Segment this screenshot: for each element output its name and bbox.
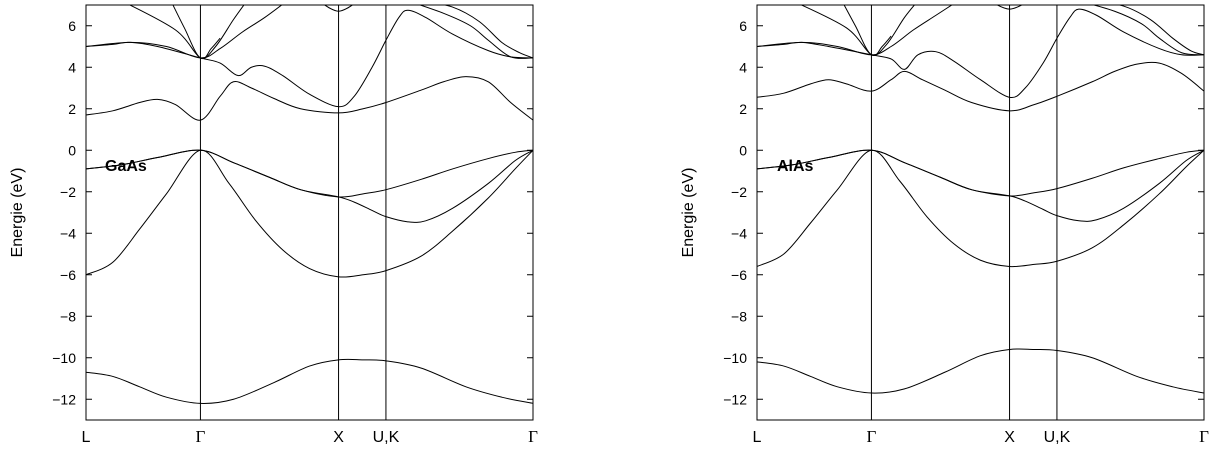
gaas-kpoint-label: L bbox=[82, 429, 91, 446]
alas-ytick-label: 6 bbox=[739, 18, 747, 34]
alas-ytick-label: −10 bbox=[723, 350, 747, 366]
gaas-kpoint-label: Γ bbox=[196, 427, 206, 446]
alas-band-line bbox=[800, 5, 892, 56]
gaas-band-line bbox=[86, 358, 533, 404]
alas-kpoint-label: U,K bbox=[1044, 429, 1071, 446]
alas-band-line bbox=[757, 61, 1204, 112]
alas-ytick-label: 2 bbox=[739, 101, 747, 117]
alas-bands bbox=[757, 5, 1204, 394]
gaas-bands bbox=[86, 5, 533, 404]
gaas-ytick-label: 6 bbox=[68, 18, 76, 34]
alas-ytick-label: −8 bbox=[731, 308, 747, 324]
alas-ytick-label: −2 bbox=[731, 184, 747, 200]
alas-kpoint-label: X bbox=[1004, 429, 1015, 446]
alas-ytick-label: 4 bbox=[739, 59, 747, 75]
alas-ytick-label: −4 bbox=[731, 225, 747, 241]
alas-band-line bbox=[757, 149, 1204, 197]
alas-band-line bbox=[757, 348, 1204, 394]
gaas-band-line bbox=[128, 5, 221, 60]
gaas-ytick-label: −10 bbox=[52, 350, 76, 366]
gaas-ytick-label: −8 bbox=[60, 308, 76, 324]
gaas-kpoint-label: U,K bbox=[373, 429, 400, 446]
gaas-ytick-label: 4 bbox=[68, 59, 76, 75]
alas-band-line bbox=[1117, 5, 1204, 56]
gaas-ytick-label: −6 bbox=[60, 267, 76, 283]
alas-band-line bbox=[1092, 5, 1204, 56]
gaas-band-line bbox=[86, 5, 283, 59]
gaas-kpoint-label: X bbox=[333, 429, 344, 446]
gaas-ytick-label: 2 bbox=[68, 101, 76, 117]
gaas-band-line bbox=[418, 5, 533, 59]
gaas-ytick-label: 0 bbox=[68, 142, 76, 158]
gaas-kpoint-label: Γ bbox=[528, 427, 538, 446]
gaas-material-label: GaAs bbox=[105, 158, 147, 175]
alas-ytick-label: −12 bbox=[723, 391, 747, 407]
gaas-y-axis-label: Energie (eV) bbox=[9, 168, 26, 258]
gaas-plot-frame bbox=[85, 4, 534, 421]
alas-band-line bbox=[757, 5, 953, 56]
alas-kpoint-label: Γ bbox=[1199, 427, 1209, 446]
alas-ytick-label: 0 bbox=[739, 142, 747, 158]
alas-kpoint-label: Γ bbox=[867, 427, 877, 446]
gaas-band-line bbox=[86, 9, 533, 108]
alas-band-line bbox=[843, 5, 916, 57]
alas-band-structure-panel: −12 −10 −8 −6 −4 −2 0 2 4 6 L Γ X U,K Γ Energie (eV) AlA… bbox=[680, 4, 1209, 446]
alas-plot-frame bbox=[756, 4, 1205, 421]
alas-band-line bbox=[757, 149, 1204, 268]
gaas-band-line bbox=[323, 5, 354, 12]
gaas-ytick-label: −12 bbox=[52, 391, 76, 407]
gaas-band-line bbox=[86, 149, 533, 198]
gaas-band-line bbox=[172, 5, 245, 60]
alas-ytick-label: −6 bbox=[731, 267, 747, 283]
gaas-ytick-label: −4 bbox=[60, 225, 76, 241]
alas-kpoint-label: L bbox=[753, 429, 762, 446]
gaas-band-line bbox=[442, 5, 533, 59]
alas-band-line bbox=[996, 5, 1023, 10]
gaas-band-structure-panel: −12 −10 −8 −6 −4 −2 0 2 4 6 L Γ X U,K Γ Energie (eV) GaA… bbox=[9, 4, 538, 446]
alas-y-axis-label: Energie (eV) bbox=[680, 168, 697, 258]
gaas-ytick-label: −2 bbox=[60, 184, 76, 200]
gaas-band-line bbox=[86, 76, 533, 121]
gaas-band-line bbox=[86, 149, 533, 278]
alas-band-line bbox=[757, 8, 1204, 99]
alas-material-label: AlAs bbox=[777, 158, 814, 175]
alas-band-line bbox=[757, 149, 1204, 222]
